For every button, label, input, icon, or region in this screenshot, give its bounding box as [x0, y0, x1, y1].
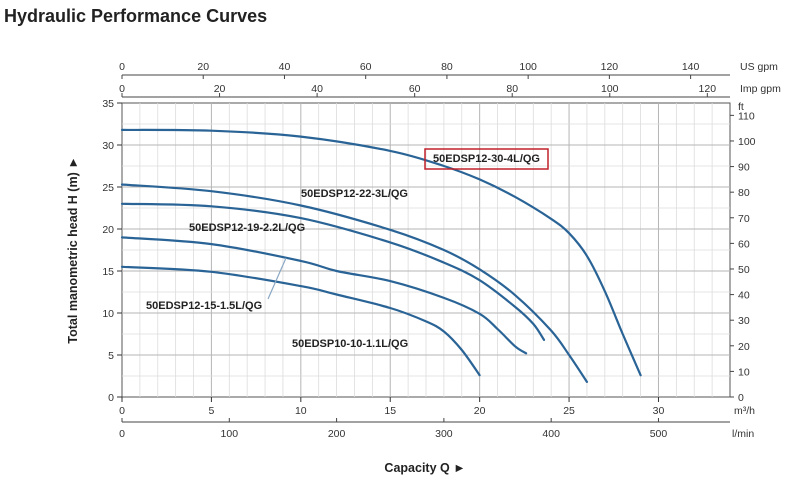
ft-tick-label: 100: [738, 136, 756, 148]
usgpm-tick-label: 100: [519, 61, 537, 73]
usgpm-tick-label: 120: [601, 61, 619, 73]
lmin-tick-label: 500: [650, 428, 668, 440]
lmin-tick-label: 400: [542, 428, 560, 440]
series-curve-0: [120, 128, 642, 377]
series-label-leader: [267, 257, 287, 300]
ft-tick-label: 40: [738, 290, 750, 302]
page-title: Hydraulic Performance Curves: [4, 6, 268, 26]
x-unit-label: m³/h: [734, 405, 755, 417]
ft-tick-label: 60: [738, 238, 750, 250]
series-label-0: 50EDSP12-30-4L/QG: [433, 153, 540, 165]
x-tick-label: 5: [208, 405, 214, 417]
ft-tick-label: 30: [738, 315, 750, 327]
usgpm-tick-label: 80: [441, 61, 453, 73]
usgpm-tick-label: 140: [682, 61, 700, 73]
x-tick-label: 10: [295, 405, 307, 417]
ft-unit-label: ft: [738, 101, 744, 113]
series-label-2: 50EDSP12-19-2.2L/QG: [189, 222, 305, 234]
lmin-unit-label: l/min: [732, 428, 754, 440]
y-tick-label: 5: [108, 350, 114, 362]
x-tick-label: 30: [653, 405, 665, 417]
series-curve-2: [120, 202, 546, 341]
impgpm-tick-label: 80: [506, 83, 518, 95]
x-tick-label: 20: [474, 405, 486, 417]
ft-tick-label: 20: [738, 341, 750, 353]
impgpm-unit-label: Imp gpm: [740, 83, 781, 95]
usgpm-tick-label: 60: [360, 61, 372, 73]
ft-tick-label: 110: [738, 110, 755, 122]
lmin-tick-label: 100: [221, 428, 239, 440]
usgpm-tick-label: 0: [119, 61, 125, 73]
y-tick-label: 25: [102, 182, 114, 194]
x-tick-label: 25: [563, 405, 575, 417]
impgpm-tick-label: 0: [119, 83, 125, 95]
lmin-tick-label: 200: [328, 428, 346, 440]
impgpm-tick-label: 40: [311, 83, 323, 95]
ft-tick-label: 50: [738, 264, 750, 276]
y-axis-title: Total manometric head H (m) ►: [66, 156, 80, 343]
series-curve-4: [120, 265, 481, 377]
impgpm-tick-label: 60: [409, 83, 421, 95]
lmin-tick-label: 300: [435, 428, 453, 440]
series-label-3: 50EDSP12-15-1.5L/QG: [146, 300, 262, 312]
ft-tick-label: 0: [738, 392, 744, 404]
x-tick-label: 0: [119, 405, 125, 417]
y-tick-label: 0: [108, 392, 114, 404]
chart-series: [120, 128, 642, 383]
usgpm-unit-label: US gpm: [740, 61, 778, 73]
usgpm-tick-label: 40: [279, 61, 291, 73]
lmin-tick-label: 0: [119, 428, 125, 440]
series-label-1: 50EDSP12-22-3L/QG: [301, 188, 408, 200]
chart-labels: Capacity Q ► Total manometric head H (m) …: [66, 148, 549, 475]
ft-tick-label: 90: [738, 162, 750, 174]
series-label-4: 50EDSP10-10-1.1L/QG: [292, 338, 408, 350]
series-curve-1: [120, 183, 588, 383]
ft-tick-label: 70: [738, 213, 750, 225]
x-axis-title: Capacity Q ►: [384, 461, 465, 475]
series-curve-3: [120, 236, 528, 355]
highlight-box: [424, 148, 549, 170]
usgpm-tick-label: 20: [197, 61, 209, 73]
chart-grid: [121, 102, 731, 398]
ft-tick-label: 10: [738, 366, 750, 378]
y-tick-label: 35: [102, 98, 114, 110]
x-tick-label: 15: [384, 405, 396, 417]
y-tick-label: 10: [102, 308, 114, 320]
impgpm-tick-label: 120: [699, 83, 717, 95]
y-tick-label: 30: [102, 140, 114, 152]
y-tick-label: 15: [102, 266, 114, 278]
ft-tick-label: 80: [738, 187, 750, 199]
impgpm-tick-label: 100: [601, 83, 619, 95]
y-tick-label: 20: [102, 224, 114, 236]
impgpm-tick-label: 20: [214, 83, 226, 95]
